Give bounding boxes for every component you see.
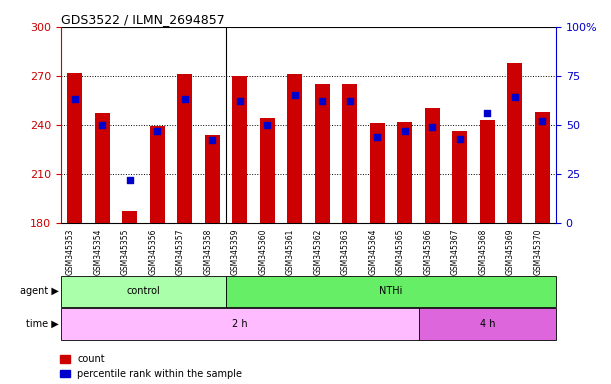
Bar [61,308,419,340]
Bar [342,84,357,223]
Bar [260,118,275,223]
Bar [315,84,330,223]
Bar [480,120,495,223]
Point [482,110,492,116]
Point [98,122,108,128]
Bar [370,123,385,223]
Bar [507,63,522,223]
Bar [150,126,165,223]
Bar [419,308,556,340]
Text: time ▶: time ▶ [26,319,59,329]
Point [400,127,409,134]
Point [455,136,464,142]
Point [538,118,547,124]
Point [235,98,244,104]
Point [180,96,189,103]
Text: agent ▶: agent ▶ [20,286,59,296]
Point [318,98,327,104]
Bar [226,276,556,307]
Bar [95,113,110,223]
Point [263,122,273,128]
Point [290,92,300,98]
Point [345,98,354,104]
Point [510,94,519,101]
Point [373,134,382,140]
Point [153,127,163,134]
Text: control: control [126,286,161,296]
Text: 4 h: 4 h [480,319,495,329]
Bar [397,121,412,223]
Bar [425,109,440,223]
Text: 2 h: 2 h [232,319,247,329]
Bar [205,135,220,223]
Text: NTHi: NTHi [379,286,403,296]
Point [427,124,437,130]
Point [125,177,134,183]
Bar [122,211,137,223]
Text: GDS3522 / ILMN_2694857: GDS3522 / ILMN_2694857 [61,13,225,26]
Bar [287,74,302,223]
Bar [535,112,550,223]
Bar [67,73,82,223]
Bar [452,131,467,223]
Bar [177,74,192,223]
Legend: count, percentile rank within the sample: count, percentile rank within the sample [60,354,243,379]
Point [207,137,218,144]
Point [70,96,79,103]
Bar [61,276,226,307]
Bar [232,76,247,223]
